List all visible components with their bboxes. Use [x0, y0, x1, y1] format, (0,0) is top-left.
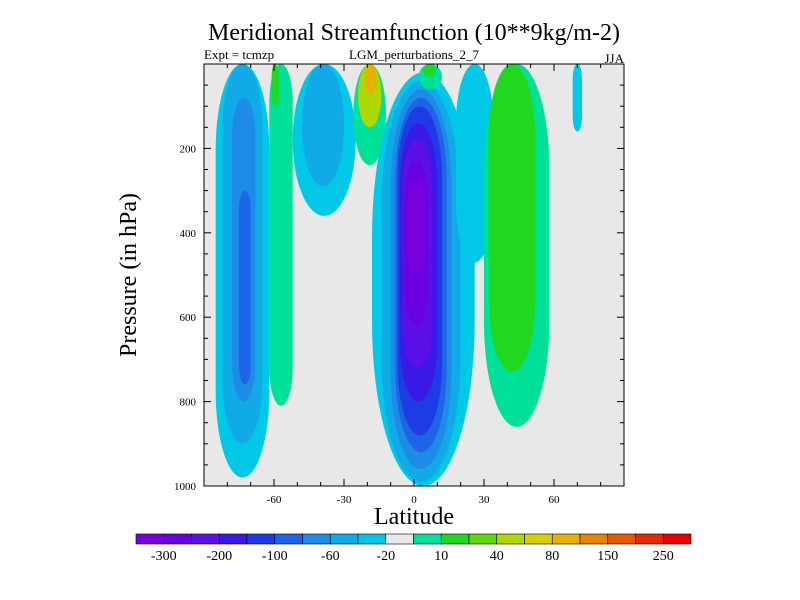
colorbar-swatch — [191, 533, 220, 545]
x-tick-label: -30 — [337, 494, 352, 506]
far-north-light — [572, 64, 582, 132]
colorbar-label: -60 — [321, 549, 340, 564]
south-green-core — [271, 64, 279, 107]
y-axis-label: Pressure (in hPa) — [116, 193, 142, 357]
subtitle-center: LGM_perturbations_2_7 — [349, 47, 479, 62]
colorbar-swatch — [635, 533, 664, 545]
colorbar-label: 150 — [597, 549, 618, 564]
colorbar-swatch — [468, 533, 498, 545]
colorbar-label: -20 — [376, 549, 395, 564]
colorbar-swatch — [551, 533, 581, 545]
colorbar-swatch — [163, 533, 192, 545]
colorbar-swatch — [274, 533, 303, 545]
colorbar-swatch — [496, 533, 525, 545]
colorbar-swatch — [218, 533, 248, 545]
colorbar-label: -100 — [262, 549, 288, 564]
colorbar-swatch — [579, 533, 609, 545]
colorbar-label: -300 — [151, 549, 177, 564]
x-tick-label: 0 — [411, 494, 417, 506]
colorbar-swatch — [524, 533, 553, 545]
x-tick-label: -60 — [267, 494, 282, 506]
y-tick-label: 600 — [180, 312, 197, 324]
colorbar-swatch — [662, 533, 692, 545]
x-tick-label: 60 — [549, 494, 561, 506]
y-axis: 200 400 600 800 1000 — [174, 63, 624, 493]
southern-deep-cell — [239, 190, 251, 385]
south-green-band — [269, 64, 293, 406]
colorbar-label: 40 — [490, 549, 504, 564]
colorbar-swatch — [440, 533, 470, 545]
y-tick-label: 400 — [180, 228, 197, 240]
upper-blue — [302, 64, 344, 187]
colorbar-swatch — [607, 533, 636, 545]
y-tick-label: 1000 — [174, 481, 197, 493]
chart-title: Meridional Streamfunction (10**9kg/m-2) — [208, 20, 620, 46]
y-tick-label: 200 — [180, 143, 197, 155]
colorbar-label: 80 — [545, 549, 559, 564]
colorbar-label: 10 — [434, 549, 448, 564]
colorbar-swatch — [357, 533, 387, 545]
x-axis: -60 -30 0 30 60 — [203, 64, 625, 506]
north-green-core — [488, 64, 536, 373]
colorbar-swatch — [135, 533, 165, 545]
colorbar-swatch — [329, 533, 359, 545]
upper-orange-lobe — [365, 64, 377, 94]
hadley-cell-core — [407, 182, 426, 275]
upper-small-green-core — [423, 64, 435, 77]
x-tick-label: 30 — [479, 494, 491, 506]
colorbar-swatch — [302, 533, 331, 545]
y-tick-label: 800 — [180, 397, 197, 409]
colorbar-swatch — [385, 533, 414, 545]
colorbar-swatch — [413, 533, 442, 545]
colorbar-swatch — [246, 533, 276, 545]
subtitle-left: Expt = tcmzp — [204, 47, 274, 62]
contour-cells — [215, 64, 582, 486]
x-axis-label: Latitude — [374, 504, 454, 530]
colorbar-label: -200 — [206, 549, 232, 564]
subtitle-right: JJA — [604, 51, 624, 66]
colorbar-label: 250 — [653, 549, 674, 564]
colorbar: -300 -200 -100 -60 -20 10 40 80 150 250 — [135, 533, 692, 564]
